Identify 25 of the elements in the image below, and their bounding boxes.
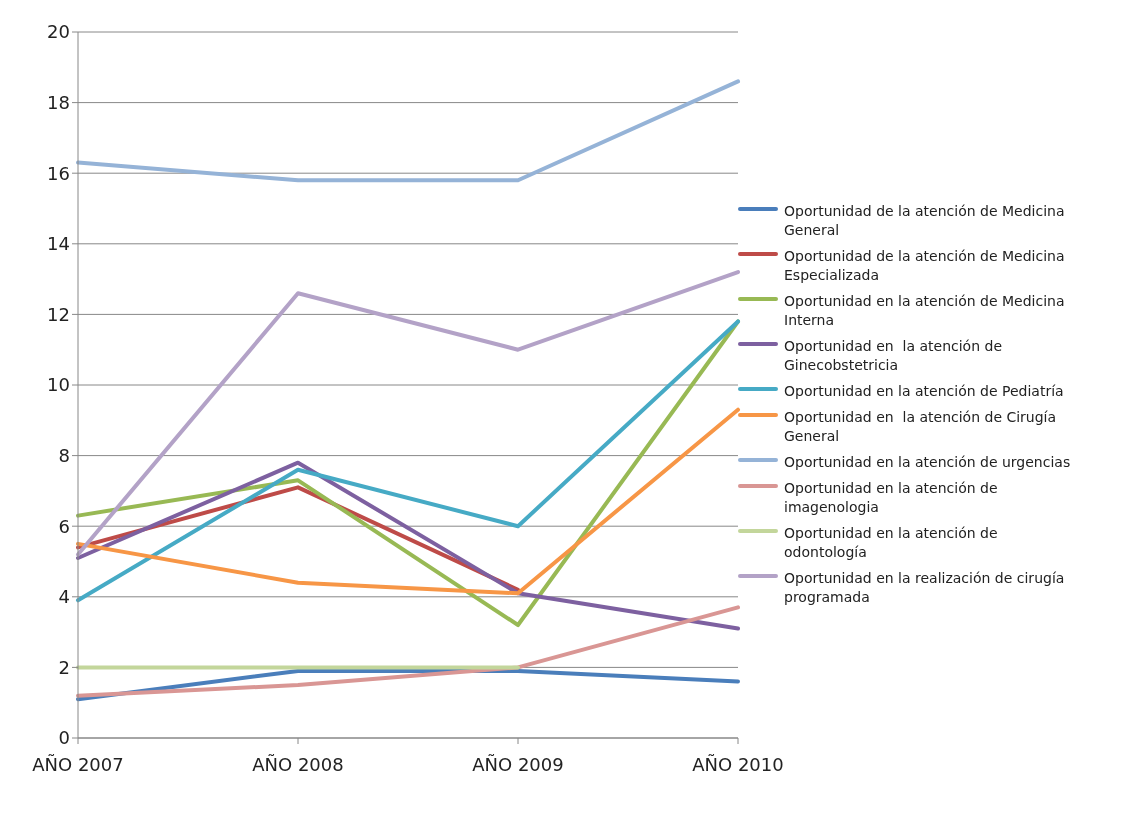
x-tick-label: AÑO 2010 [692, 753, 784, 775]
y-tick-label: 2 [58, 656, 70, 678]
y-tick-label: 14 [47, 233, 70, 255]
y-tick-label: 12 [47, 303, 70, 325]
legend-label: Oportunidad en la atención de Pediatría [784, 382, 1065, 401]
legend-label: Oportunidad en la atención de Medicina Interna [784, 292, 1066, 330]
y-tick-label: 6 [58, 515, 70, 537]
legend-label: Oportunidad en la atención de Ginecobstetricia [784, 337, 1003, 375]
y-tick-label: 18 [47, 91, 70, 113]
x-tick-label: AÑO 2008 [252, 753, 344, 775]
legend-label: Oportunidad de la atención de Medicina General [784, 202, 1066, 240]
legend-label: Oportunidad de la atención de Medicina Especializada [784, 247, 1066, 285]
x-tick-label: AÑO 2009 [472, 753, 564, 775]
y-tick-label: 8 [58, 444, 70, 466]
legend-label: Oportunidad en la realización de cirugía programada [784, 569, 1066, 607]
legend-label: Oportunidad en la atención de imagenologia [784, 479, 999, 517]
y-tick-label: 4 [58, 586, 70, 608]
legend-label: Oportunidad en la atención de odontología [784, 524, 999, 562]
x-tick-label: AÑO 2007 [32, 753, 124, 775]
legend-label: Oportunidad en la atención de urgencias [784, 453, 1072, 472]
y-tick-label: 10 [47, 374, 70, 396]
legend-label: Oportunidad en la atención de Cirugía General [784, 408, 1058, 446]
y-tick-label: 16 [47, 162, 70, 184]
y-tick-label: 20 [47, 21, 70, 43]
y-tick-label: 0 [58, 727, 70, 749]
